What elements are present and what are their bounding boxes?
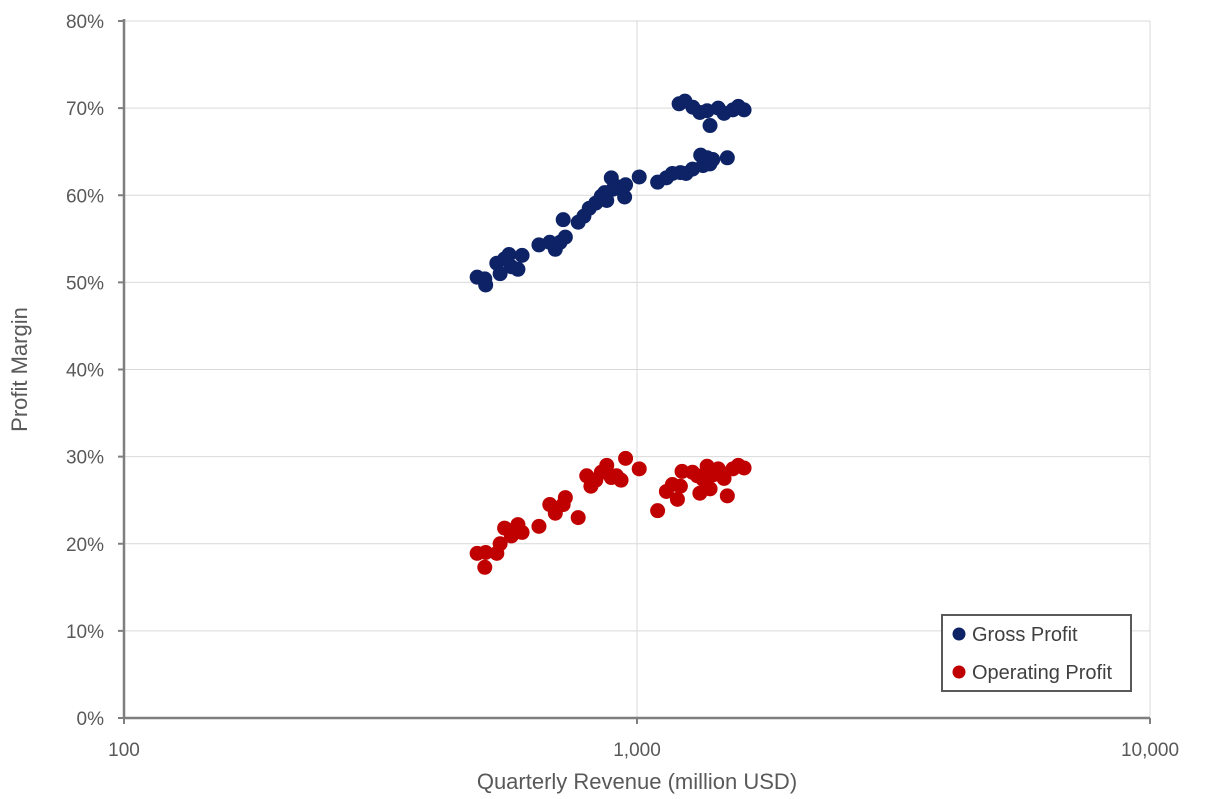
y-tick-label: 30% [66, 448, 104, 469]
x-tick-label: 1,000 [613, 740, 661, 761]
x-tick-label: 10,000 [1121, 740, 1179, 761]
point-gross-profit [631, 169, 647, 185]
y-tick-label: 0% [77, 709, 105, 730]
point-operating-profit [570, 510, 586, 526]
point-operating-profit [672, 478, 688, 494]
y-axis-title: Profit Margin [7, 307, 32, 432]
point-operating-profit [492, 536, 508, 552]
point-operating-profit [736, 460, 752, 476]
point-gross-profit [618, 177, 634, 193]
point-gross-profit [501, 246, 517, 262]
legend-marker-operating-profit [952, 665, 966, 679]
gridlines [124, 20, 1151, 718]
x-tick-label: 100 [108, 740, 140, 761]
point-gross-profit [492, 266, 508, 282]
point-operating-profit [650, 503, 666, 519]
point-gross-profit [514, 247, 530, 263]
y-tick-label: 10% [66, 622, 104, 643]
point-operating-profit [631, 461, 647, 477]
point-operating-profit [557, 490, 573, 506]
point-operating-profit [716, 470, 732, 486]
axis-ticks: 0% 10% 20% 30% 40% 50% 60% 70% 80% 100 1,000 10,000 [66, 12, 1179, 761]
point-operating-profit [702, 481, 718, 497]
legend-box [941, 614, 1132, 692]
point-operating-profit [618, 450, 634, 466]
point-gross-profit [599, 192, 615, 208]
point-operating-profit [613, 472, 629, 488]
point-gross-profit [555, 212, 571, 228]
point-gross-profit [719, 150, 735, 166]
point-gross-profit [557, 229, 573, 245]
point-operating-profit [719, 488, 735, 504]
point-gross-profit [702, 118, 718, 134]
point-operating-profit [477, 559, 493, 575]
point-operating-profit [478, 544, 494, 560]
point-operating-profit [669, 491, 685, 507]
point-gross-profit [736, 102, 752, 118]
point-operating-profit [514, 524, 530, 540]
point-gross-profit [510, 261, 526, 277]
point-gross-profit [617, 189, 633, 205]
point-gross-profit [705, 152, 721, 168]
point-operating-profit [599, 457, 615, 473]
y-tick-label: 60% [66, 186, 104, 207]
y-tick-label: 20% [66, 535, 104, 556]
y-tick-label: 80% [66, 12, 104, 33]
legend-label-gross-profit: Gross Profit [972, 624, 1078, 646]
y-tick-label: 70% [66, 99, 104, 120]
point-operating-profit [531, 518, 547, 534]
legend-marker-gross-profit [952, 627, 966, 641]
legend-label-operating-profit: Operating Profit [972, 662, 1113, 684]
y-tick-label: 40% [66, 361, 104, 382]
point-gross-profit [477, 271, 493, 287]
x-axis-title: Quarterly Revenue (million USD) [477, 769, 797, 794]
data-points [469, 93, 752, 575]
y-tick-label: 50% [66, 273, 104, 294]
legend: Gross Profit Operating Profit [941, 614, 1132, 692]
